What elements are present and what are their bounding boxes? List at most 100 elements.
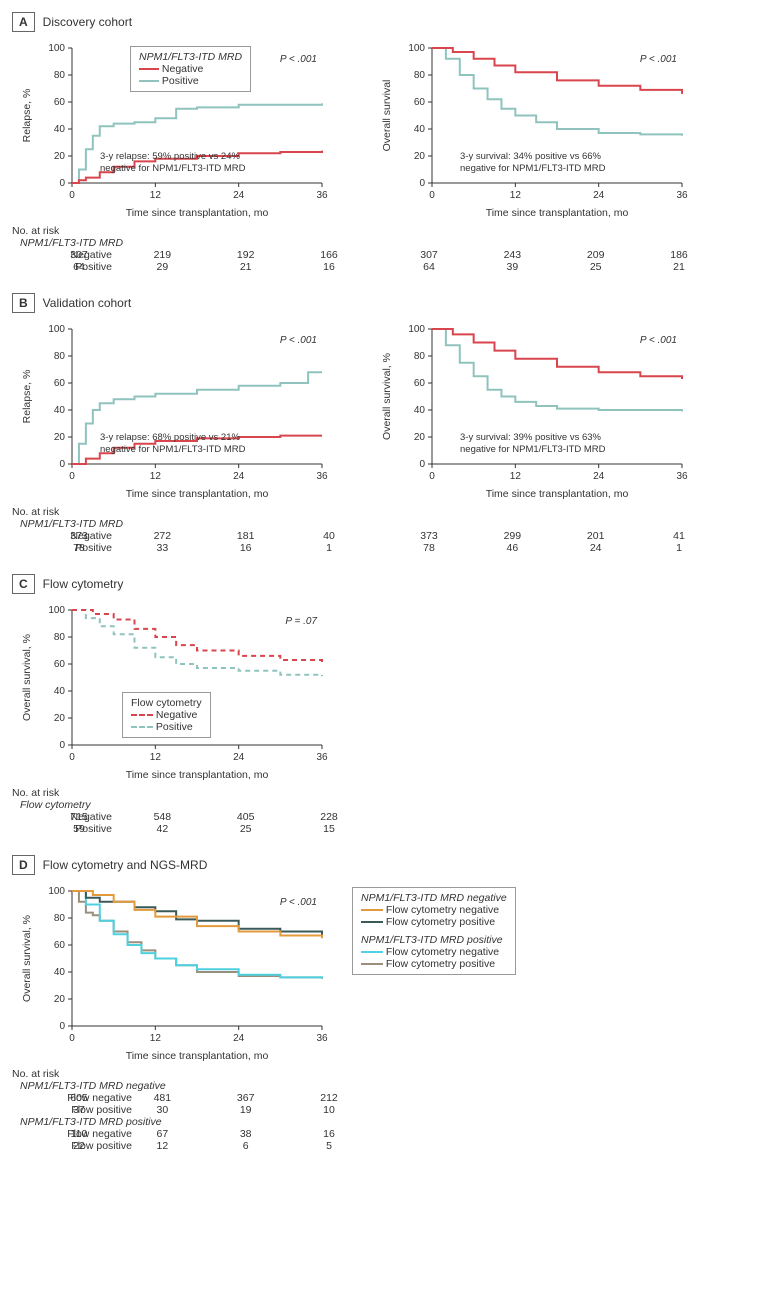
svg-text:36: 36 xyxy=(676,471,688,482)
legend-d: NPM1/FLT3-ITD MRD negative Flow cytometr… xyxy=(352,887,516,975)
legend-label: Flow cytometry negative xyxy=(386,946,499,958)
svg-text:3-y survival: 34% positive vs: 3-y survival: 34% positive vs 66% xyxy=(460,151,602,162)
legend-title: NPM1/FLT3-ITD MRD xyxy=(139,51,242,63)
svg-text:24: 24 xyxy=(233,1033,245,1044)
svg-text:3-y relapse: 68% positive vs 2: 3-y relapse: 68% positive vs 21% xyxy=(100,432,240,443)
svg-text:60: 60 xyxy=(54,97,66,108)
svg-text:40: 40 xyxy=(54,686,66,697)
svg-text:80: 80 xyxy=(54,632,66,643)
svg-text:P < .001: P < .001 xyxy=(280,897,317,908)
panel-title: Discovery cohort xyxy=(43,15,132,29)
legend-swatch xyxy=(361,963,383,965)
panel-title: Validation cohort xyxy=(43,296,132,310)
legend-label: Flow cytometry positive xyxy=(386,958,495,970)
legend-c: Flow cytometry Negative Positive xyxy=(122,692,211,738)
svg-text:0: 0 xyxy=(419,178,425,189)
svg-text:36: 36 xyxy=(676,190,688,201)
panelB-right-chart: 0204060801000122436Time since transplant… xyxy=(372,319,692,499)
svg-text:36: 36 xyxy=(316,471,328,482)
svg-text:12: 12 xyxy=(150,752,162,763)
legend-label: Flow cytometry positive xyxy=(386,916,495,928)
legend-swatch-pos xyxy=(131,726,153,728)
svg-text:36: 36 xyxy=(316,752,328,763)
svg-text:20: 20 xyxy=(54,994,66,1005)
legend-neg-label: Negative xyxy=(156,709,197,721)
svg-text:40: 40 xyxy=(54,124,66,135)
legend-swatch xyxy=(361,921,383,923)
panelD-risk: No. at riskNPM1/FLT3-ITD MRD negativeFlo… xyxy=(12,1068,768,1152)
svg-text:P = .07: P = .07 xyxy=(285,616,317,627)
legend-pos-label: Positive xyxy=(156,721,193,733)
svg-text:40: 40 xyxy=(54,405,66,416)
svg-text:Time since transplantation, mo: Time since transplantation, mo xyxy=(486,488,629,499)
legend-grp1: NPM1/FLT3-ITD MRD negative xyxy=(361,892,507,904)
panelD-chart: 0204060801000122436Time since transplant… xyxy=(12,881,332,1061)
svg-text:3-y survival: 39% positive vs: 3-y survival: 39% positive vs 63% xyxy=(460,432,602,443)
svg-text:negative for NPM1/FLT3-ITD MRD: negative for NPM1/FLT3-ITD MRD xyxy=(460,163,606,174)
svg-text:12: 12 xyxy=(510,471,522,482)
svg-text:20: 20 xyxy=(414,432,426,443)
panel-title: Flow cytometry xyxy=(43,577,124,591)
svg-text:Time since transplantation, mo: Time since transplantation, mo xyxy=(126,769,269,780)
svg-text:negative for NPM1/FLT3-ITD MRD: negative for NPM1/FLT3-ITD MRD xyxy=(460,444,606,455)
svg-text:100: 100 xyxy=(408,324,425,335)
svg-text:Overall survival: Overall survival xyxy=(381,80,393,152)
svg-text:80: 80 xyxy=(54,913,66,924)
legend-neg-label: Negative xyxy=(162,63,203,75)
svg-text:80: 80 xyxy=(414,351,426,362)
svg-text:40: 40 xyxy=(54,967,66,978)
svg-text:Overall survival, %: Overall survival, % xyxy=(21,634,33,721)
legend-label: Flow cytometry negative xyxy=(386,904,499,916)
svg-text:80: 80 xyxy=(54,351,66,362)
svg-text:24: 24 xyxy=(593,190,605,201)
svg-text:36: 36 xyxy=(316,190,328,201)
svg-text:24: 24 xyxy=(593,471,605,482)
svg-text:Time since transplantation, mo: Time since transplantation, mo xyxy=(126,1050,269,1061)
svg-text:24: 24 xyxy=(233,471,245,482)
svg-text:0: 0 xyxy=(59,1021,65,1032)
svg-text:80: 80 xyxy=(414,70,426,81)
svg-text:negative for NPM1/FLT3-ITD MRD: negative for NPM1/FLT3-ITD MRD xyxy=(100,444,246,455)
legend-title: Flow cytometry xyxy=(131,697,202,709)
legend-a: NPM1/FLT3-ITD MRD Negative Positive xyxy=(130,46,251,92)
svg-text:P < .001: P < .001 xyxy=(640,54,677,65)
panel-c: C Flow cytometry 0204060801000122436Time… xyxy=(12,574,768,835)
svg-text:Time since transplantation, mo: Time since transplantation, mo xyxy=(126,488,269,499)
panelB-left-chart: 0204060801000122436Time since transplant… xyxy=(12,319,332,499)
svg-text:0: 0 xyxy=(59,740,65,751)
svg-text:P < .001: P < .001 xyxy=(280,335,317,346)
panel-title: Flow cytometry and NGS-MRD xyxy=(43,858,208,872)
svg-text:0: 0 xyxy=(429,190,435,201)
panelA-right-chart: 0204060801000122436Time since transplant… xyxy=(372,38,692,218)
svg-text:60: 60 xyxy=(414,97,426,108)
svg-text:0: 0 xyxy=(69,752,75,763)
svg-text:20: 20 xyxy=(54,432,66,443)
svg-text:Relapse, %: Relapse, % xyxy=(21,89,33,143)
panel-letter: C xyxy=(12,574,35,594)
svg-text:Time since transplantation, mo: Time since transplantation, mo xyxy=(486,207,629,218)
svg-text:0: 0 xyxy=(69,471,75,482)
svg-text:12: 12 xyxy=(150,471,162,482)
panelA-risk: No. at riskNPM1/FLT3-ITD MRDNegative3072… xyxy=(12,225,768,273)
svg-text:40: 40 xyxy=(414,124,426,135)
svg-text:24: 24 xyxy=(233,752,245,763)
svg-text:Relapse, %: Relapse, % xyxy=(21,370,33,424)
panel-letter: D xyxy=(12,855,35,875)
panel-d: D Flow cytometry and NGS-MRD 02040608010… xyxy=(12,855,768,1152)
legend-swatch-pos xyxy=(139,80,159,82)
svg-text:0: 0 xyxy=(419,459,425,470)
legend-swatch-neg xyxy=(131,714,153,716)
svg-text:12: 12 xyxy=(510,190,522,201)
svg-text:24: 24 xyxy=(233,190,245,201)
svg-text:12: 12 xyxy=(150,1033,162,1044)
panel-letter: B xyxy=(12,293,35,313)
svg-text:100: 100 xyxy=(48,324,65,335)
svg-text:12: 12 xyxy=(150,190,162,201)
legend-swatch xyxy=(361,951,383,953)
panelC-chart: 0204060801000122436Time since transplant… xyxy=(12,600,332,780)
svg-text:0: 0 xyxy=(69,1033,75,1044)
svg-text:20: 20 xyxy=(54,151,66,162)
svg-text:P < .001: P < .001 xyxy=(640,335,677,346)
svg-text:0: 0 xyxy=(429,471,435,482)
legend-grp2: NPM1/FLT3-ITD MRD positive xyxy=(361,934,507,946)
